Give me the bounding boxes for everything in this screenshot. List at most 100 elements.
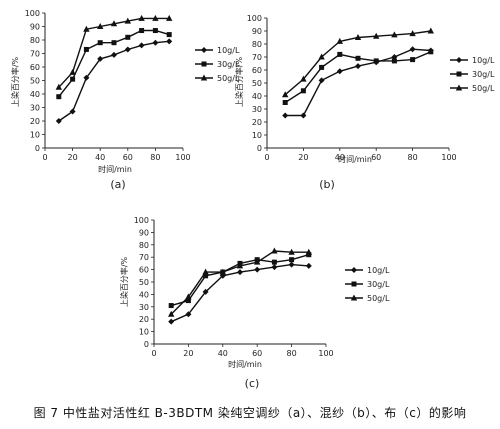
x-axis-label: 时间/min bbox=[228, 359, 262, 369]
data-point bbox=[282, 91, 289, 98]
data-point bbox=[288, 261, 295, 268]
data-point bbox=[409, 46, 416, 53]
data-point bbox=[271, 264, 278, 271]
data-point bbox=[152, 14, 159, 21]
data-point bbox=[124, 17, 131, 24]
data-point bbox=[83, 74, 90, 81]
data-point bbox=[300, 88, 306, 94]
x-tick-label: 20 bbox=[298, 153, 308, 162]
y-tick-label: 80 bbox=[252, 40, 262, 49]
y-axis-label: 上染百分率/% bbox=[234, 56, 244, 107]
y-tick-label: 50 bbox=[30, 77, 40, 86]
y-tick-label: 30 bbox=[30, 104, 40, 113]
data-point bbox=[373, 32, 380, 39]
data-point bbox=[336, 68, 343, 75]
data-point bbox=[282, 112, 289, 119]
y-tick-label: 80 bbox=[30, 36, 40, 45]
data-point bbox=[111, 40, 117, 46]
data-point bbox=[300, 75, 307, 82]
data-point bbox=[83, 46, 89, 52]
data-point bbox=[202, 288, 209, 295]
data-point bbox=[202, 268, 209, 275]
y-tick-label: 30 bbox=[252, 105, 262, 114]
data-point bbox=[236, 262, 244, 269]
data-point bbox=[409, 30, 416, 37]
data-point bbox=[282, 100, 288, 105]
y-tick-label: 0 bbox=[144, 340, 149, 349]
y-tick-label: 90 bbox=[252, 27, 262, 36]
data-point bbox=[97, 55, 104, 62]
legend: 10g/L 30g/L 50g/L bbox=[345, 266, 390, 303]
data-point bbox=[428, 49, 434, 55]
data-point bbox=[152, 28, 158, 34]
x-tick-label: 100 bbox=[441, 153, 456, 162]
data-point bbox=[203, 273, 209, 279]
data-point bbox=[289, 257, 295, 263]
data-point bbox=[185, 298, 191, 304]
legend-label: 30g/L bbox=[217, 60, 240, 69]
data-point bbox=[69, 68, 76, 75]
x-tick-label: 60 bbox=[252, 349, 262, 358]
data-point bbox=[166, 32, 172, 38]
y-tick-label: 100 bbox=[134, 216, 149, 225]
figure-caption: 图 7 中性盐对活性红 B-3BDTM 染纯空调纱（a）、混纱（b）、布（c）的… bbox=[33, 406, 467, 420]
y-tick-label: 70 bbox=[252, 53, 262, 62]
legend-marker bbox=[455, 84, 463, 91]
data-point bbox=[288, 248, 295, 255]
data-point bbox=[168, 303, 174, 309]
y-tick-label: 0 bbox=[35, 144, 40, 153]
y-tick-label: 50 bbox=[252, 79, 262, 88]
data-point bbox=[97, 40, 103, 46]
legend-marker bbox=[200, 74, 208, 81]
y-tick-label: 40 bbox=[139, 290, 149, 299]
data-point bbox=[219, 272, 226, 279]
x-tick-label: 100 bbox=[175, 153, 190, 162]
x-tick-label: 60 bbox=[123, 153, 133, 162]
data-point bbox=[152, 39, 159, 46]
data-point bbox=[318, 53, 325, 60]
data-point bbox=[271, 259, 277, 265]
legend-label: 50g/L bbox=[217, 74, 240, 83]
x-tick-label: 0 bbox=[151, 349, 156, 358]
legend-label: 10g/L bbox=[472, 56, 495, 65]
y-tick-label: 90 bbox=[139, 228, 149, 237]
data-point bbox=[237, 269, 243, 276]
data-point bbox=[318, 77, 325, 84]
x-tick-label: 80 bbox=[408, 153, 418, 162]
data-point bbox=[373, 58, 379, 64]
legend-marker bbox=[351, 281, 357, 287]
data-point bbox=[305, 262, 312, 269]
data-point bbox=[168, 318, 175, 325]
data-point bbox=[56, 94, 62, 100]
data-point bbox=[55, 118, 62, 124]
data-point bbox=[55, 83, 62, 90]
legend-marker bbox=[456, 71, 462, 77]
x-tick-label: 60 bbox=[371, 153, 381, 162]
y-tick-label: 0 bbox=[257, 144, 262, 153]
data-point bbox=[337, 51, 343, 57]
data-point bbox=[391, 58, 397, 64]
data-point bbox=[305, 248, 312, 255]
data-point bbox=[97, 23, 104, 29]
data-point bbox=[110, 20, 118, 27]
data-point bbox=[111, 51, 117, 58]
y-tick-label: 40 bbox=[30, 90, 40, 99]
x-tick-label: 0 bbox=[42, 153, 47, 162]
legend-label: 50g/L bbox=[367, 294, 390, 303]
data-point bbox=[125, 34, 131, 40]
y-tick-label: 30 bbox=[139, 303, 149, 312]
x-tick-label: 40 bbox=[95, 153, 105, 162]
y-tick-label: 20 bbox=[30, 117, 40, 126]
data-point bbox=[336, 37, 343, 44]
data-point bbox=[354, 34, 362, 40]
data-point bbox=[355, 55, 361, 61]
x-axis-label: 时间/min bbox=[338, 154, 372, 164]
data-point bbox=[355, 63, 361, 70]
legend-label: 50g/L bbox=[472, 84, 495, 93]
x-tick-label: 0 bbox=[264, 153, 269, 162]
data-point bbox=[166, 14, 173, 21]
legend-marker bbox=[456, 57, 462, 63]
x-axis-label: 时间/min bbox=[98, 164, 132, 174]
legend-label: 10g/L bbox=[367, 266, 390, 275]
x-tick-label: 20 bbox=[183, 349, 193, 358]
